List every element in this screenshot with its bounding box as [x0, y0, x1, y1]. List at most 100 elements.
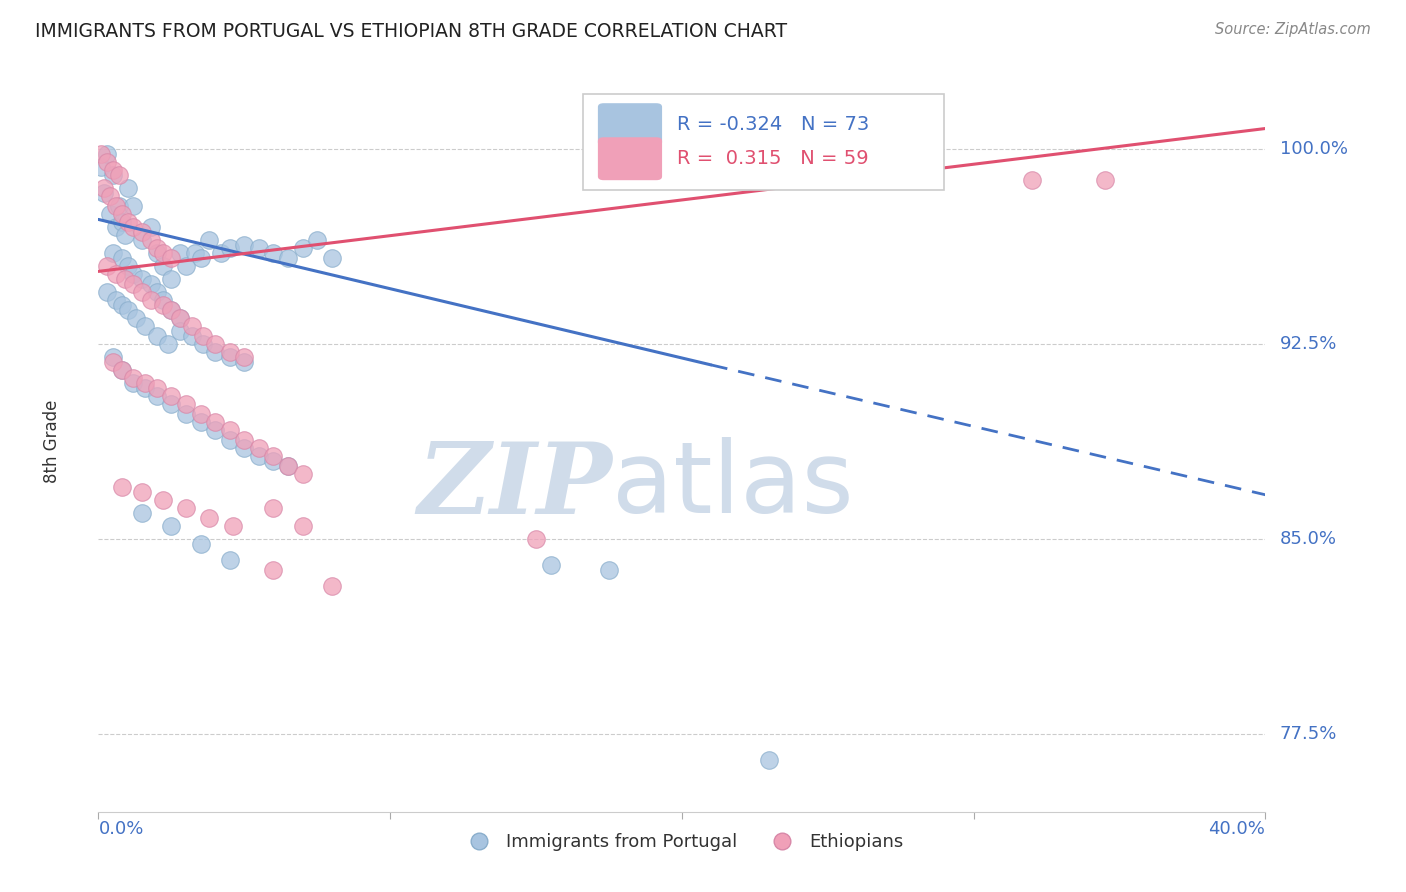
Text: 40.0%: 40.0%	[1209, 820, 1265, 838]
Point	[321, 579, 343, 593]
Point	[111, 207, 134, 221]
Text: ZIP: ZIP	[418, 438, 612, 534]
Text: IMMIGRANTS FROM PORTUGAL VS ETHIOPIAN 8TH GRADE CORRELATION CHART: IMMIGRANTS FROM PORTUGAL VS ETHIOPIAN 8T…	[35, 22, 787, 41]
Text: 100.0%: 100.0%	[1279, 140, 1348, 158]
Point	[183, 246, 205, 260]
Point	[160, 389, 183, 403]
Point	[131, 285, 153, 300]
Point	[122, 220, 145, 235]
Point	[146, 246, 169, 260]
Point	[291, 519, 314, 533]
Point	[152, 493, 174, 508]
Point	[193, 329, 215, 343]
Point	[291, 241, 314, 255]
Point	[160, 397, 183, 411]
Point	[174, 407, 197, 421]
Point	[262, 449, 284, 463]
Point	[204, 337, 226, 351]
Point	[218, 553, 240, 567]
Point	[169, 246, 191, 260]
Point	[122, 376, 145, 390]
Point	[111, 298, 134, 312]
Point	[146, 381, 169, 395]
Point	[104, 199, 127, 213]
Point	[101, 168, 124, 182]
Point	[96, 155, 118, 169]
FancyBboxPatch shape	[598, 103, 662, 146]
Point	[122, 277, 145, 292]
Point	[277, 459, 299, 474]
Point	[134, 318, 156, 333]
Point	[198, 233, 221, 247]
Point	[101, 163, 124, 178]
Point	[98, 207, 121, 221]
Point	[111, 252, 134, 266]
Text: atlas: atlas	[612, 437, 853, 534]
Point	[218, 423, 240, 437]
Text: R = -0.324   N = 73: R = -0.324 N = 73	[678, 115, 869, 134]
Point	[131, 485, 153, 500]
Point	[218, 345, 240, 359]
Point	[233, 355, 256, 369]
Point	[169, 311, 191, 326]
Point	[114, 227, 136, 242]
Point	[262, 454, 284, 468]
FancyBboxPatch shape	[582, 94, 945, 190]
Point	[111, 480, 134, 494]
Point	[111, 215, 134, 229]
Point	[1094, 173, 1116, 187]
Point	[152, 293, 174, 307]
Point	[190, 407, 212, 421]
Point	[160, 303, 183, 318]
Point	[131, 233, 153, 247]
Point	[758, 753, 780, 767]
Point	[160, 519, 183, 533]
Point	[90, 161, 112, 175]
Point	[134, 376, 156, 390]
Point	[157, 337, 180, 351]
Point	[96, 147, 118, 161]
Point	[117, 215, 139, 229]
Point	[174, 397, 197, 411]
Point	[117, 303, 139, 318]
Point	[193, 337, 215, 351]
Point	[131, 506, 153, 520]
Point	[169, 324, 191, 338]
Point	[247, 441, 270, 455]
Point	[233, 238, 256, 252]
Point	[233, 350, 256, 364]
Point	[108, 199, 131, 213]
Text: 8th Grade: 8th Grade	[42, 400, 60, 483]
Point	[146, 389, 169, 403]
Point	[1021, 173, 1043, 187]
Point	[90, 147, 112, 161]
Point	[204, 415, 226, 429]
Point	[117, 259, 139, 273]
Point	[233, 434, 256, 448]
Point	[198, 511, 221, 525]
Point	[262, 500, 284, 515]
Point	[221, 519, 243, 533]
Point	[204, 423, 226, 437]
Point	[307, 233, 329, 247]
Point	[180, 318, 202, 333]
Point	[101, 355, 124, 369]
Point	[101, 350, 124, 364]
Point	[277, 459, 299, 474]
Point	[122, 371, 145, 385]
Text: R =  0.315   N = 59: R = 0.315 N = 59	[678, 149, 869, 169]
Point	[125, 311, 148, 326]
Point	[160, 252, 183, 266]
Text: 77.5%: 77.5%	[1279, 725, 1337, 743]
Point	[218, 434, 240, 448]
Point	[180, 329, 202, 343]
Point	[247, 449, 270, 463]
Point	[190, 415, 212, 429]
Point	[174, 259, 197, 273]
Point	[321, 252, 343, 266]
Point	[93, 186, 115, 201]
Point	[117, 181, 139, 195]
Point	[139, 293, 162, 307]
Point	[146, 285, 169, 300]
Point	[169, 311, 191, 326]
